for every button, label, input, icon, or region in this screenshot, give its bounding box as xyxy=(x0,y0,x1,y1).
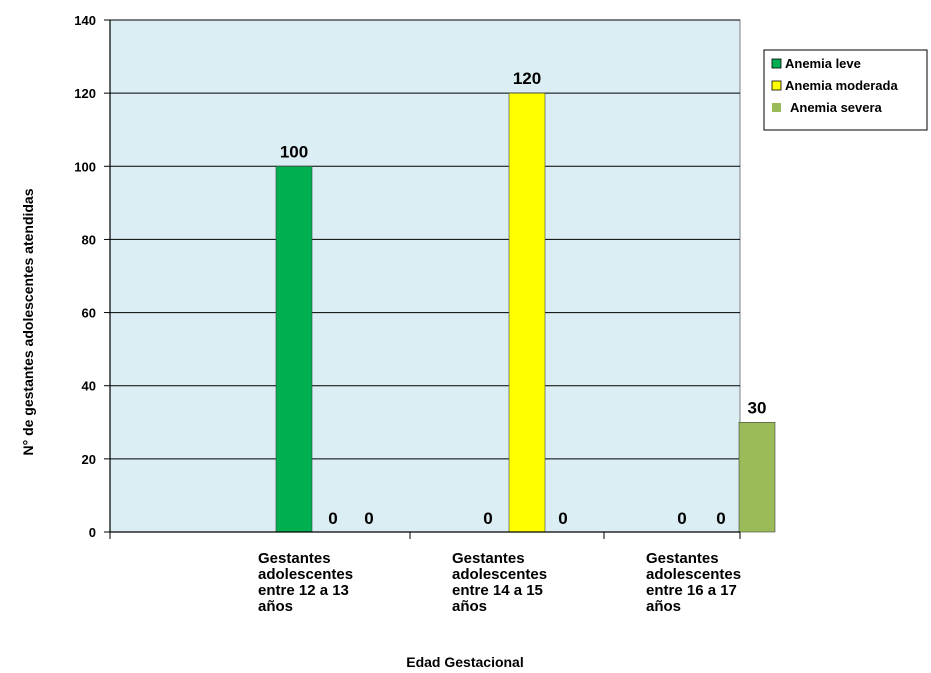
data-label: 0 xyxy=(558,509,567,528)
legend-label: Anemia moderada xyxy=(785,78,898,93)
data-label: 0 xyxy=(328,509,337,528)
bar xyxy=(508,92,546,533)
category-label: años xyxy=(258,598,293,615)
data-label: 120 xyxy=(513,69,541,88)
data-label: 0 xyxy=(716,509,725,528)
y-tick-label: 80 xyxy=(82,232,96,247)
category-label: Gestantes xyxy=(452,550,525,567)
data-label: 30 xyxy=(748,398,767,417)
category-label: Gestantes xyxy=(258,550,331,567)
category-label: Gestantes xyxy=(646,550,719,567)
category-label: años xyxy=(452,598,487,615)
y-tick-label: 140 xyxy=(74,13,96,28)
y-tick-label: 120 xyxy=(74,86,96,101)
y-axis-title: N° de gestantes adolescentes atendidas xyxy=(20,188,36,455)
bar xyxy=(275,165,313,533)
category-label: adolescentes xyxy=(646,566,741,583)
data-label: 0 xyxy=(483,509,492,528)
legend-swatch xyxy=(772,103,781,112)
category-label: entre 12 a 13 xyxy=(258,582,349,599)
category-label: entre 16 a 17 xyxy=(646,582,737,599)
y-tick-label: 60 xyxy=(82,306,96,321)
category-label: adolescentes xyxy=(258,566,353,583)
category-label: adolescentes xyxy=(452,566,547,583)
bar xyxy=(738,421,776,533)
y-tick-label: 40 xyxy=(82,379,96,394)
legend-label: Anemia leve xyxy=(785,56,861,71)
gridlines xyxy=(110,19,740,460)
data-labels: 100 0 0 0 120 0 0 0 30 xyxy=(280,69,767,528)
x-axis-title: Edad Gestacional xyxy=(406,654,523,670)
legend-swatch xyxy=(771,80,782,91)
legend-swatch xyxy=(771,58,782,69)
legend: Anemia leve Anemia moderada Anemia severa xyxy=(763,49,928,131)
data-label: 0 xyxy=(677,509,686,528)
y-tick-label: 0 xyxy=(89,525,96,540)
axes xyxy=(104,19,741,539)
y-tick-label: 20 xyxy=(82,452,96,467)
y-tick-label: 100 xyxy=(74,159,96,174)
legend-box xyxy=(763,49,928,131)
category-label: entre 14 a 15 xyxy=(452,582,543,599)
data-label: 100 xyxy=(280,142,308,161)
y-tick-labels: 0 20 40 60 80 100 120 140 xyxy=(74,13,96,540)
legend-label: Anemia severa xyxy=(790,100,883,115)
category-label: años xyxy=(646,598,681,615)
data-label: 0 xyxy=(364,509,373,528)
plot-area xyxy=(109,19,741,533)
